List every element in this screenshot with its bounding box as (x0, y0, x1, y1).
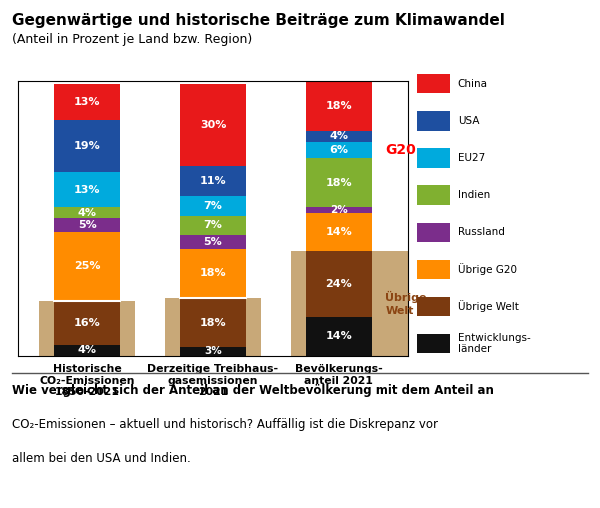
Text: allem bei den USA und Indien.: allem bei den USA und Indien. (12, 452, 191, 465)
Bar (306, 81, 371, 131)
Text: 25%: 25% (74, 262, 100, 271)
Bar (180, 248, 246, 298)
Bar (55, 344, 120, 356)
Bar (306, 251, 371, 317)
Text: 2%: 2% (330, 205, 347, 215)
Bar (306, 142, 371, 158)
Bar (180, 235, 246, 248)
Bar (55, 172, 120, 207)
Text: 7%: 7% (203, 201, 223, 211)
Text: EU27: EU27 (458, 153, 485, 163)
Bar (306, 158, 371, 207)
Text: 3%: 3% (204, 346, 222, 357)
Bar (180, 216, 246, 235)
Bar (306, 317, 371, 356)
Text: Übrige
Welt: Übrige Welt (385, 291, 427, 315)
Text: 5%: 5% (203, 237, 223, 247)
Bar (291, 251, 386, 356)
Text: Wie vergleicht sich der Anteil an der Weltbevölkerung mit dem Anteil an: Wie vergleicht sich der Anteil an der We… (12, 384, 494, 397)
Bar (180, 347, 246, 356)
Bar (55, 120, 120, 172)
Text: 13%: 13% (74, 97, 100, 107)
Text: 30%: 30% (200, 120, 226, 130)
Bar (180, 166, 246, 197)
Text: Indien: Indien (458, 190, 490, 200)
Text: 4%: 4% (329, 131, 349, 141)
Text: 14%: 14% (325, 227, 352, 237)
Text: 13%: 13% (74, 184, 100, 195)
Text: China: China (458, 79, 488, 89)
Text: Übrige G20: Übrige G20 (458, 263, 517, 275)
Text: Übrige Welt: Übrige Welt (458, 300, 518, 312)
Bar (306, 213, 371, 251)
Text: Russland: Russland (458, 227, 505, 237)
Text: 4%: 4% (77, 208, 97, 218)
Text: 4%: 4% (77, 345, 97, 355)
Bar (55, 232, 120, 301)
Bar (306, 207, 371, 213)
Bar (165, 298, 261, 356)
Text: USA: USA (458, 116, 479, 126)
Text: Gegenwärtige und historische Beiträge zum Klimawandel: Gegenwärtige und historische Beiträge zu… (12, 13, 505, 28)
Text: 11%: 11% (200, 176, 226, 186)
Text: 18%: 18% (200, 318, 226, 328)
Text: 19%: 19% (74, 141, 101, 151)
Text: G20: G20 (385, 143, 416, 157)
Bar (180, 84, 246, 166)
Bar (55, 218, 120, 232)
Text: 7%: 7% (203, 220, 223, 230)
Bar (55, 207, 120, 218)
Text: 14%: 14% (325, 331, 352, 341)
Text: 16%: 16% (74, 318, 101, 328)
Text: 18%: 18% (325, 178, 352, 188)
Text: 5%: 5% (78, 220, 97, 230)
Bar (55, 301, 120, 344)
Bar (291, 251, 452, 356)
Text: Entwicklungs-
länder: Entwicklungs- länder (458, 333, 530, 354)
Bar (55, 84, 120, 120)
Bar (40, 301, 135, 356)
Text: CO₂-Emissionen – aktuell und historisch? Auffällig ist die Diskrepanz vor: CO₂-Emissionen – aktuell und historisch?… (12, 418, 438, 431)
Text: 18%: 18% (200, 268, 226, 278)
Text: 24%: 24% (325, 279, 352, 289)
Text: (Anteil in Prozent je Land bzw. Region): (Anteil in Prozent je Land bzw. Region) (12, 33, 252, 46)
Text: 6%: 6% (329, 145, 349, 155)
Text: 18%: 18% (325, 101, 352, 111)
Bar (306, 131, 371, 142)
Bar (180, 197, 246, 216)
Bar (180, 298, 246, 347)
